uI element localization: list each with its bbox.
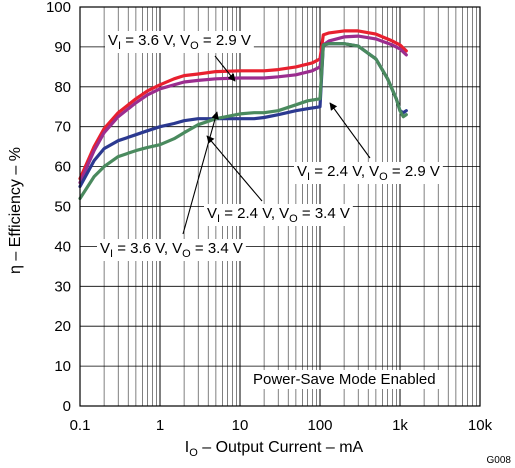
series-layer: [78, 29, 408, 201]
y-tick-label: 100: [46, 0, 71, 16]
x-tick-label: 1k: [392, 417, 408, 434]
y-tick-label: 80: [54, 79, 71, 96]
y-tick-label: 20: [54, 318, 71, 335]
annotation-vi-2p4-vo-2p9: VI = 2.4 V, VO = 2.9 V: [297, 163, 440, 183]
y-tick-label: 30: [54, 278, 71, 295]
y-tick-labels: 0 10 20 30 40 50 60 70 80 90 100: [46, 0, 71, 415]
x-tick-label: 1: [156, 417, 164, 434]
annotation-vi-2p4-vo-3p4: VI = 2.4 V, VO = 3.4 V: [207, 205, 350, 225]
annotations: VI = 3.6 V, VO = 2.9 V VI = 2.4 V, VO = …: [97, 31, 443, 389]
annotation-arrow-a2: [329, 102, 371, 159]
y-tick-label: 70: [54, 119, 71, 136]
x-axis-title: IO – Output Current – mA: [185, 439, 364, 459]
y-tick-label: 90: [54, 39, 71, 56]
annotation-arrow-a1: [214, 55, 236, 82]
y-tick-label: 60: [54, 159, 71, 176]
y-tick-label: 0: [63, 398, 71, 415]
y-tick-label: 50: [54, 199, 71, 216]
annotation-arrow-a4: [182, 111, 219, 235]
annotation-arrow-a3: [206, 135, 263, 202]
x-tick-labels: 0.1 1 10 100 1k 10k: [70, 417, 493, 434]
y-tick-label: 10: [54, 358, 71, 375]
series-line-2: [78, 34, 408, 185]
x-tick-label: 10: [232, 417, 249, 434]
annotation-vi-3p6-vo-2p9: VI = 3.6 V, VO = 2.9 V: [108, 32, 251, 52]
y-axis-title: η – Efficiency – %: [7, 147, 24, 274]
x-tick-label: 10k: [468, 417, 493, 434]
x-tick-label: 0.1: [70, 417, 91, 434]
series-line-4: [78, 42, 408, 201]
x-tick-label: 100: [307, 417, 332, 434]
figure-id: G008: [487, 455, 512, 466]
series-line-1: [78, 29, 408, 181]
plot-frame: [79, 6, 481, 407]
y-tick-label: 40: [54, 238, 71, 255]
annotation-vi-3p6-vo-3p4: VI = 3.6 V, VO = 3.4 V: [100, 240, 243, 260]
annotation-power-save-mode: Power-Save Mode Enabled: [253, 371, 436, 388]
